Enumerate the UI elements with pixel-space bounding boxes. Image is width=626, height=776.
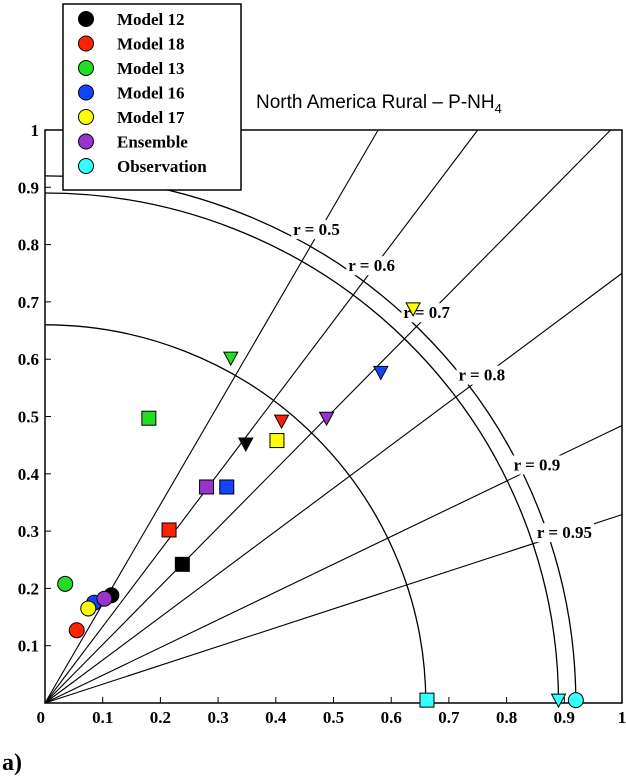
legend: Model 12 Model 18 Model 13 Model 16 Model 17… [62,3,242,191]
correlation-line [44,514,623,704]
y-tick-label: 0.1 [18,637,39,656]
data-point-square [419,692,435,708]
y-tick-label: 0.5 [18,408,39,427]
correlation-label-bg [346,256,397,276]
y-tick-label: 0.6 [18,350,39,369]
correlation-line [44,129,479,704]
data-point-circle [567,692,584,709]
x-tick-label: 0.7 [438,708,460,727]
legend-label: Model 17 [117,108,185,127]
correlation-lines: r = 0.5r = 0.6r = 0.7r = 0.8r = 0.9r = 0… [44,129,623,704]
legend-label: Model 12 [117,10,185,29]
data-point-square [219,479,235,495]
std-arc [44,324,427,704]
legend-marker [78,60,94,76]
y-tick-label: 0.9 [18,178,39,197]
data-point-square [174,556,190,572]
y-tick-label: 0.3 [18,522,39,541]
legend-label: Model 18 [117,35,185,54]
panel-label: a) [2,750,22,776]
std-arc [44,192,560,704]
x-tick-label: 0.1 [92,708,113,727]
y-tick-label: 0.8 [18,236,39,255]
y-tick-label: 0.4 [18,465,40,484]
data-point-circle [80,600,97,617]
data-points [57,302,584,709]
plot-frame [44,129,623,704]
data-point-square [161,522,177,538]
x-tick-label: 0.3 [207,708,228,727]
std-arc [44,175,577,704]
legend-marker [78,35,94,52]
data-point-square [269,433,285,449]
correlation-label-bg [534,523,595,543]
data-point-triangle-down [237,437,254,453]
data-point-square [199,479,215,495]
correlation-label-bg [456,365,508,385]
legend-marker [78,158,94,174]
data-point-square [141,410,157,426]
y-axis-ticks: 0.1 0.2 0.3 0.4 0.5 0.6 0.7 0.8 0.9 1 [18,121,51,704]
legend-marker [78,109,94,125]
correlation-label: r = 0.8 [458,366,505,385]
correlation-label: r = 0.6 [348,256,395,275]
data-point-circle [57,575,74,592]
data-point-circle [96,590,113,607]
legend-label: Model 13 [117,59,185,78]
data-point-triangle-down [550,693,567,709]
x-tick-label: 0.9 [554,708,575,727]
data-point-triangle-down [273,414,290,430]
x-tick-label: 0.8 [496,708,517,727]
legend-marker [78,11,94,27]
data-point-circle [68,622,85,639]
data-point-triangle-down [318,411,335,427]
std-arcs [44,175,577,704]
data-point-triangle-down [222,351,239,367]
legend-marker [78,133,94,150]
x-tick-label: 0.4 [265,708,287,727]
y-tick-label: 0.7 [18,293,40,312]
correlation-label-bg [511,455,563,475]
x-tick-label: 1 [618,708,626,727]
plot-area: r = 0.5r = 0.6r = 0.7r = 0.8r = 0.9r = 0… [18,121,626,727]
x-axis-ticks: 0 0.1 0.2 0.3 0.4 0.5 0.6 0.7 0.8 0.9 1 [37,697,626,727]
legend-label: Model 16 [117,84,185,103]
legend-box [62,3,242,191]
chart-title-main: North America Rural – P-NH [256,92,495,113]
chart-title-subscript: 4 [495,101,502,116]
legend-label: Observation [117,157,207,176]
data-point-triangle-down [372,365,389,381]
correlation-line [44,272,623,704]
x-tick-label: 0.2 [150,708,171,727]
correlation-label: r = 0.95 [537,523,592,542]
correlation-label: r = 0.5 [293,220,340,239]
data-point-triangle-down [405,302,421,317]
x-tick-label: 0.6 [381,708,402,727]
legend-label: Ensemble [117,133,188,152]
legend-marker [78,84,94,101]
chart-title: North America Rural – P-NH4 [256,92,502,116]
y-tick-label: 1 [31,121,40,140]
correlation-label: r = 0.9 [514,455,561,474]
x-tick-label: 0 [37,708,46,727]
y-tick-label: 0.2 [18,579,39,598]
x-tick-label: 0.5 [323,708,344,727]
correlation-label-bg [291,220,342,240]
